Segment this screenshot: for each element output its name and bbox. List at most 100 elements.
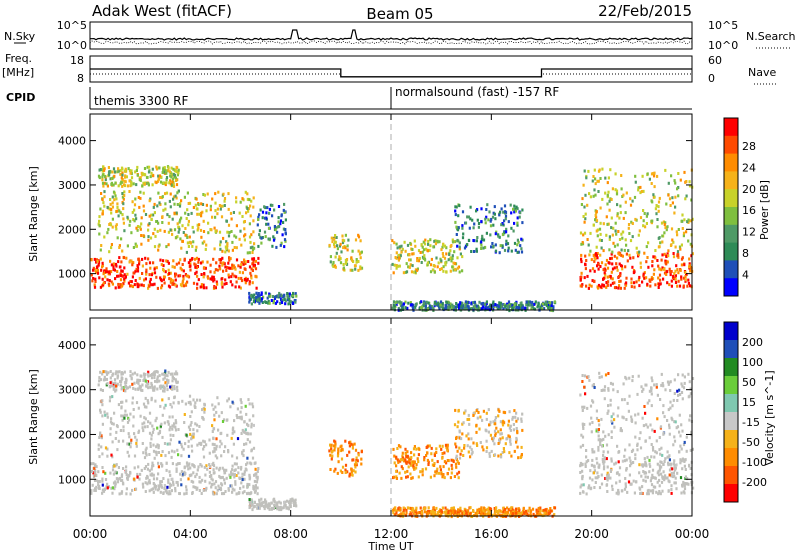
rti-cell (253, 263, 256, 267)
rti-cell (487, 430, 490, 434)
rti-cell (95, 478, 98, 482)
rti-cell (223, 262, 226, 266)
rti-cell (171, 477, 174, 481)
rti-cell (202, 193, 205, 196)
rti-cell (231, 240, 234, 244)
rti-cell (689, 387, 692, 391)
rti-cell (231, 468, 234, 472)
rti-cell (503, 512, 506, 516)
rti-cell (485, 300, 488, 304)
rti-cell (494, 232, 497, 236)
rti-cell (401, 454, 404, 458)
rti-cell (415, 447, 418, 451)
rti-cell (422, 248, 426, 252)
rti-cell (119, 429, 122, 432)
rti-cell (511, 415, 514, 419)
rti-cell (164, 381, 167, 385)
rti-cell (174, 176, 177, 180)
rti-cell (595, 229, 598, 233)
rti-cell (241, 428, 244, 432)
rti-cell (130, 183, 133, 187)
rti-cell (169, 205, 172, 209)
rti-cell (277, 205, 281, 208)
rti-cell (175, 370, 178, 374)
rti-cell (132, 386, 135, 390)
rti-cell (189, 262, 192, 266)
rti-cell (395, 264, 398, 267)
rti-cell (480, 509, 483, 513)
rti-cell (245, 432, 248, 436)
rti-cell (511, 417, 514, 421)
rti-cell (133, 203, 137, 207)
rti-cell (586, 406, 589, 410)
rti-cell (236, 407, 239, 411)
rti-cell (403, 459, 406, 463)
rti-cell (434, 513, 437, 517)
rti-cell (475, 423, 478, 427)
rti-cell (146, 482, 149, 486)
rti-cell (515, 440, 518, 444)
rti-cell (175, 262, 178, 266)
rti-cell (485, 215, 488, 219)
rti-cell (249, 294, 252, 298)
rti-cell (660, 480, 664, 484)
rti-cell (464, 221, 468, 225)
rti-cell (123, 169, 127, 173)
rti-cell (514, 511, 517, 515)
rti-cell (406, 306, 409, 310)
rti-cell (185, 461, 189, 465)
rti-cell (630, 415, 633, 419)
rti-cell (608, 199, 611, 203)
rti-cell (435, 469, 438, 473)
rti-cell (646, 401, 649, 405)
rti-cell (220, 483, 224, 487)
rti-cell (234, 267, 237, 271)
rti-cell (187, 445, 190, 449)
rti-cell (460, 437, 463, 441)
rti-cell (490, 245, 493, 249)
rti-cell (650, 172, 654, 176)
rti-cell (428, 304, 432, 308)
rti-cell (652, 193, 655, 197)
rti-cell (485, 439, 488, 443)
rti-cell (269, 203, 272, 207)
rti-cell (673, 459, 676, 463)
rti-cell (146, 467, 149, 471)
rti-cell (661, 475, 664, 479)
rti-cell (618, 479, 621, 483)
rti-cell (137, 378, 140, 382)
rti-cell (144, 277, 147, 281)
rti-cell (404, 453, 408, 457)
rti-cell (101, 483, 104, 487)
rti-cell (125, 465, 128, 469)
rti-cell (596, 256, 599, 260)
rti-cell (168, 277, 171, 281)
rti-cell (162, 277, 165, 281)
rti-cell (515, 419, 518, 423)
rti-cell (402, 271, 405, 275)
rti-cell (234, 482, 237, 486)
rti-cell (163, 386, 166, 390)
rti-cell (94, 277, 97, 281)
rti-cell (258, 503, 261, 507)
colorbar-swatch (724, 224, 738, 244)
rti-cell (129, 370, 132, 374)
rti-cell (150, 437, 153, 441)
rti-cell (688, 180, 691, 184)
rti-cell (611, 250, 614, 254)
rti-cell (185, 234, 188, 238)
rti-cell (199, 228, 203, 232)
rti-cell (182, 284, 186, 288)
rti-cell (142, 402, 146, 406)
rti-cell (141, 422, 144, 426)
colorbar-tick-label: 16 (742, 204, 756, 217)
rti-cell (165, 191, 169, 195)
rti-cell (144, 490, 147, 493)
rti-cell (435, 447, 438, 451)
rti-cell (106, 382, 109, 386)
rti-cell (171, 427, 174, 431)
rti-cell (241, 472, 244, 476)
rti-cell (135, 401, 139, 405)
rti-cell (113, 170, 117, 174)
rti-cell (202, 439, 205, 443)
